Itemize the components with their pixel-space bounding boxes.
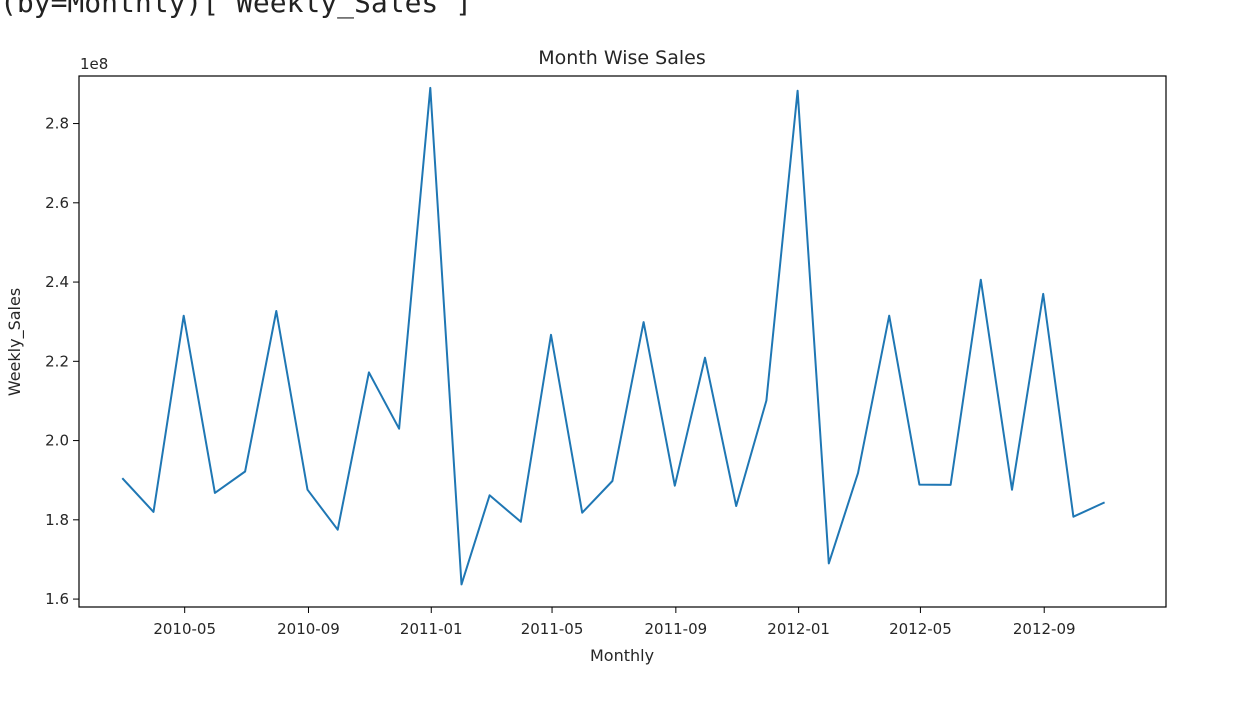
y-tick-label: 1.6 [45, 590, 69, 608]
x-tick-label: 2011-01 [400, 620, 463, 638]
cropped-code-caption: (by=Monthly)['Weekly_Sales'] [0, 0, 473, 19]
y-tick-label: 2.6 [45, 194, 69, 212]
y-tick-label: 2.8 [45, 115, 69, 133]
y-offset-label: 1e8 [80, 55, 108, 73]
x-tick-label: 2011-09 [644, 620, 707, 638]
y-tick-label: 2.4 [45, 273, 69, 291]
plot-frame [78, 75, 1167, 608]
x-tick-label: 2010-05 [153, 620, 216, 638]
x-tick-label: 2012-09 [1013, 620, 1076, 638]
x-tick-label: 2010-09 [277, 620, 340, 638]
y-axis-title: Weekly_Sales [5, 288, 25, 396]
ticks-layer: 2010-05 2010-09 2011-01 2011-05 2011-09 2012-… [45, 115, 1075, 638]
x-tick-label: 2012-01 [767, 620, 830, 638]
x-tick-label: 2012-05 [889, 620, 952, 638]
x-tick-label: 2011-05 [521, 620, 584, 638]
chart-title: Month Wise Sales [538, 47, 705, 69]
y-tick-label: 2.0 [45, 432, 69, 450]
y-tick-label: 2.2 [45, 352, 69, 370]
x-axis-title: Monthly [590, 646, 654, 665]
y-tick-label: 1.8 [45, 511, 69, 529]
series-line [121, 86, 1106, 586]
